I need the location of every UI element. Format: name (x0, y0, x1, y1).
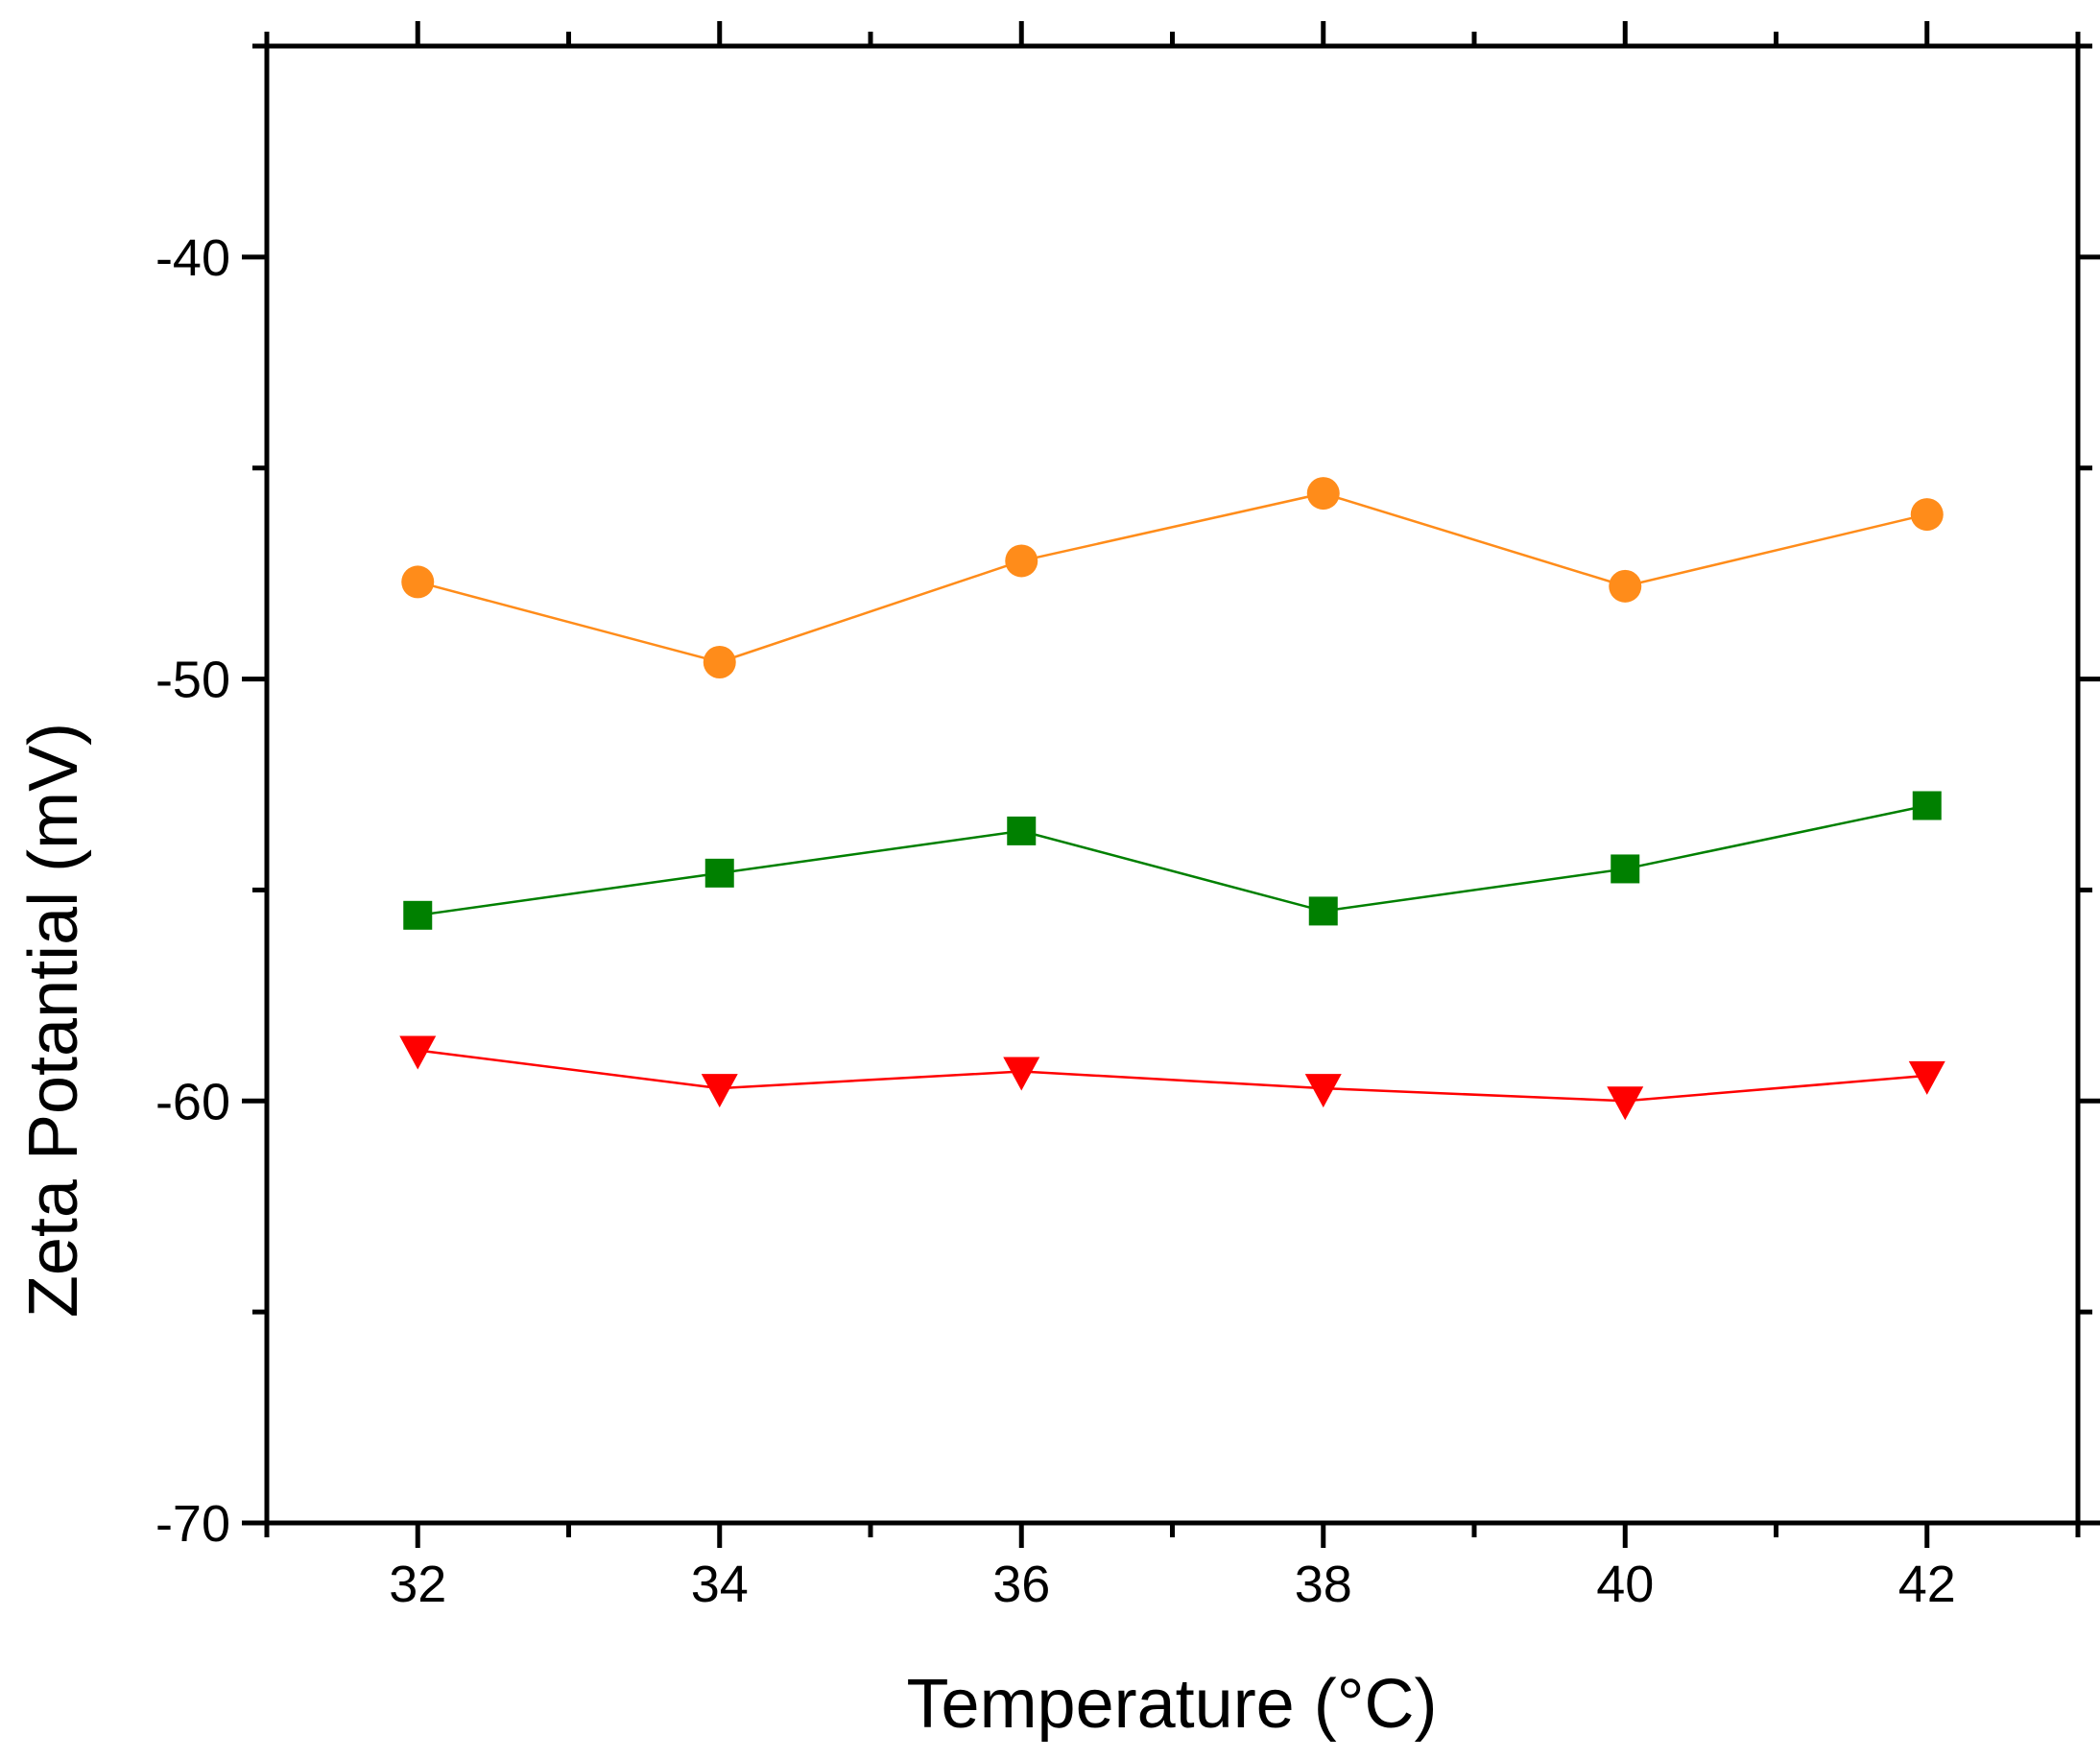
x-tick-label: 42 (1898, 1556, 1956, 1613)
data-point-triangle (1003, 1057, 1040, 1091)
plot-frame (264, 43, 2081, 1526)
series-line-triangle-down (418, 1049, 1927, 1103)
series-triangle-down (399, 1035, 1945, 1121)
series-circle (401, 477, 1944, 678)
x-tick-label: 34 (691, 1556, 749, 1613)
data-point-triangle (1908, 1060, 1945, 1095)
data-point-triangle (1607, 1086, 1644, 1121)
data-point-square (1308, 896, 1338, 926)
data-point-circle (1306, 477, 1340, 511)
y-tick-label: -70 (155, 1495, 230, 1553)
data-point-circle (1609, 569, 1642, 603)
data-point-square (403, 900, 433, 930)
series-square (403, 791, 1942, 930)
data-point-circle (1005, 544, 1038, 578)
data-point-triangle (701, 1074, 738, 1108)
data-point-circle (1910, 498, 1944, 532)
axes: 32 34 36 38 40 42 -40 -50 -60 -70 (155, 21, 2100, 1613)
data-point-square (1007, 816, 1037, 845)
data-point-circle (401, 565, 435, 599)
y-axis-label: Zeta Potantial (mV) (15, 723, 92, 1318)
series-line-square (418, 804, 1928, 917)
data-point-square (1912, 791, 1942, 820)
data-point-triangle (1304, 1074, 1342, 1108)
data-point-square (704, 858, 734, 888)
y-tick-label: -60 (155, 1073, 230, 1130)
data-point-circle (703, 645, 736, 678)
y-tick-label: -40 (155, 229, 230, 287)
series-line-circle (417, 491, 1928, 664)
x-axis-label: Temperature (°C) (907, 1666, 1438, 1743)
x-tick-label: 32 (389, 1556, 446, 1613)
series-layer (399, 477, 1945, 1121)
data-point-square (1611, 854, 1640, 884)
x-tick-label: 40 (1596, 1556, 1654, 1613)
data-point-triangle (399, 1035, 437, 1070)
x-tick-label: 38 (1295, 1556, 1352, 1613)
y-tick-label: -50 (155, 652, 230, 709)
x-tick-label: 36 (992, 1556, 1050, 1613)
